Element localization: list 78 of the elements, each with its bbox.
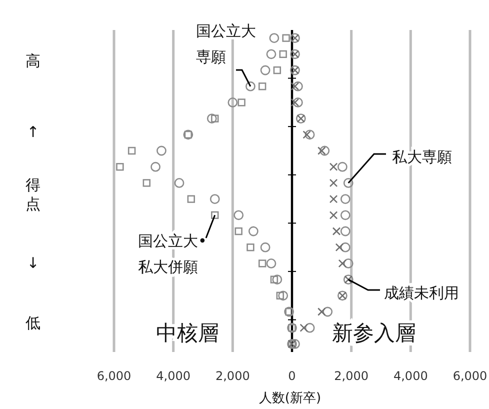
point <box>318 308 326 316</box>
point <box>270 276 278 284</box>
x-tick-label: 6,000 <box>96 369 132 383</box>
point <box>116 163 124 171</box>
point <box>211 211 219 219</box>
point <box>187 195 195 203</box>
series-label: 国公立大•私大併願 <box>138 232 207 276</box>
point <box>278 290 288 301</box>
point <box>300 324 308 332</box>
point <box>246 81 256 92</box>
point <box>266 258 276 268</box>
text: 私大専願 <box>392 148 452 166</box>
text: 成績未利用 <box>384 284 459 302</box>
point <box>318 146 326 155</box>
text: ↑ <box>26 123 40 141</box>
point <box>248 226 258 236</box>
point <box>304 322 315 333</box>
point <box>292 81 303 92</box>
point <box>128 146 136 155</box>
point <box>258 260 266 268</box>
annotation: 新参入層 <box>332 321 416 345</box>
point <box>234 227 242 236</box>
point <box>338 259 347 268</box>
point <box>279 50 287 58</box>
point <box>329 162 338 171</box>
point <box>150 162 160 172</box>
point <box>340 210 350 220</box>
point <box>290 339 300 349</box>
point <box>258 82 266 90</box>
point <box>282 34 290 42</box>
point <box>228 98 238 108</box>
y-axis-title: 得点 <box>26 176 40 213</box>
point <box>276 292 284 300</box>
point <box>142 179 150 187</box>
point <box>332 227 341 236</box>
point <box>302 130 311 139</box>
point <box>156 146 166 156</box>
point <box>340 226 350 236</box>
annotation: 中核層 <box>156 321 219 345</box>
point <box>260 65 270 76</box>
point <box>238 98 246 106</box>
point <box>320 146 330 156</box>
text: 低 <box>26 314 40 332</box>
point <box>322 306 333 317</box>
text: ↓ <box>26 254 40 272</box>
point <box>337 162 348 172</box>
point <box>174 178 184 188</box>
point <box>292 98 303 108</box>
x-axis-title: 人数(新卒) <box>258 391 322 406</box>
point <box>290 82 300 90</box>
point <box>272 274 282 284</box>
point <box>269 33 280 43</box>
point <box>304 130 315 140</box>
point <box>234 210 244 220</box>
x-tick-label: 4,000 <box>156 369 191 383</box>
series-label: 国公立大専願 <box>196 22 256 66</box>
point <box>335 243 344 252</box>
point <box>206 114 217 124</box>
x-tick-label: 0 <box>288 369 296 383</box>
point <box>343 178 354 188</box>
point <box>343 258 354 268</box>
point <box>340 242 350 252</box>
point <box>260 242 270 252</box>
point <box>340 194 350 204</box>
point <box>273 66 282 74</box>
point <box>329 178 338 188</box>
point <box>329 194 338 204</box>
point <box>210 194 220 204</box>
point <box>329 211 338 220</box>
x-tick-label: 2,000 <box>334 369 369 383</box>
point <box>211 114 219 122</box>
point <box>266 49 276 60</box>
point <box>290 98 300 107</box>
text: 高 <box>26 52 40 70</box>
x-tick-label: 6,000 <box>452 369 488 383</box>
x-tick-label: 4,000 <box>393 369 428 383</box>
x-tick-label: 2,000 <box>215 369 250 383</box>
point <box>246 244 254 252</box>
